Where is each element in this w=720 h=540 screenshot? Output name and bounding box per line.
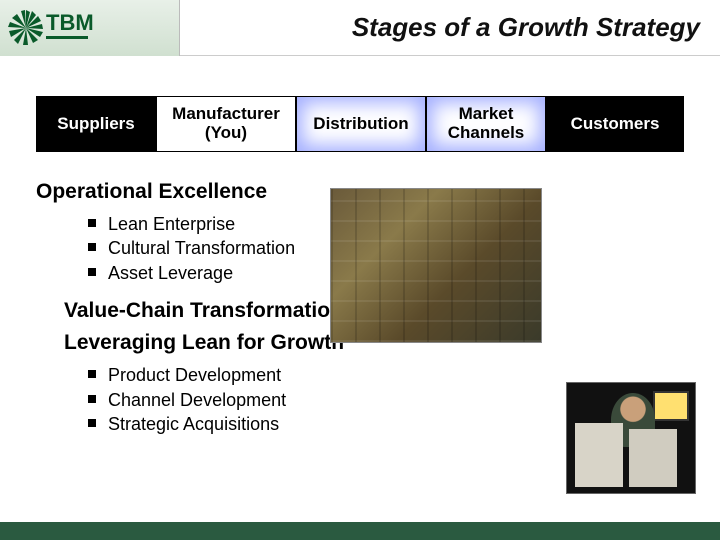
slide-header: TBM Stages of a Growth Strategy: [0, 0, 720, 56]
stage-manufacturer-you-: Manufacturer(You): [156, 96, 296, 152]
logo-text: TBM: [46, 10, 94, 36]
bullet-item: Product Development: [88, 363, 396, 387]
stage-market-channels: MarketChannels: [426, 96, 546, 152]
footer-bar: [0, 522, 720, 540]
logo-area: TBM: [0, 0, 180, 56]
stage-customers: Customers: [546, 96, 684, 152]
logo-underline: [46, 36, 88, 39]
sunburst-icon: [8, 10, 44, 46]
stage-suppliers: Suppliers: [36, 96, 156, 152]
stage-distribution: Distribution: [296, 96, 426, 152]
bullet-item: Channel Development: [88, 388, 396, 412]
value-chain-flow: SuppliersManufacturer(You)DistributionMa…: [36, 96, 684, 152]
store-aisle-photo: [330, 188, 542, 343]
bullet-list: Product DevelopmentChannel DevelopmentSt…: [36, 363, 396, 436]
slide-title: Stages of a Growth Strategy: [352, 12, 700, 43]
bullet-item: Strategic Acquisitions: [88, 412, 396, 436]
person-boxes-photo: [566, 382, 696, 494]
